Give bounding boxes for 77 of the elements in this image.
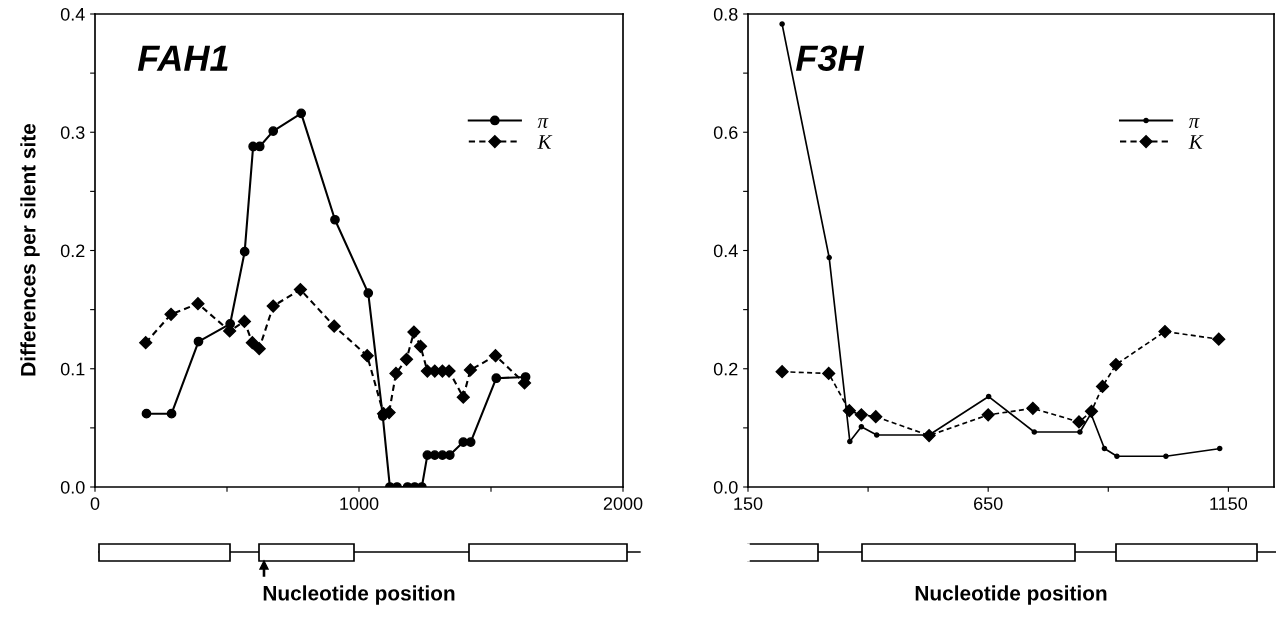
point [166,408,177,419]
point [1077,429,1083,435]
point [826,254,832,261]
point [413,339,428,353]
point [981,408,995,422]
y-tick-label: 0.2 [60,244,85,258]
point [842,404,856,418]
point [1031,429,1038,435]
point [327,319,341,333]
y-axis-title: Differences per silent site [20,123,40,376]
point [858,423,865,430]
x-tick-label: 650 [974,497,1003,510]
point [164,307,178,321]
y-tick-label: 0.1 [60,362,85,376]
point [463,363,477,377]
y-tick-label: 0.0 [60,480,85,494]
point [1109,358,1123,372]
point [1101,445,1108,452]
point [330,214,340,225]
y-tick-label: 0.2 [713,362,738,376]
point [407,325,421,339]
point [193,336,204,347]
point [239,246,250,257]
point [1114,453,1120,460]
point [363,288,374,298]
point [1072,415,1086,429]
point [847,438,853,445]
y-tick-label: 0.3 [60,126,85,139]
y-tick-label: 0.8 [713,7,738,21]
point [985,393,992,400]
point [1095,379,1110,394]
point [854,408,868,422]
point [245,336,259,350]
legend-label: π [537,118,549,128]
point [488,349,503,363]
point [360,349,374,363]
point [1158,324,1172,339]
point [268,126,279,136]
point [456,390,470,404]
point [1212,332,1226,346]
point [775,365,789,379]
x-tick-label: 1150 [1210,497,1248,510]
text: FAH1 [137,45,228,71]
y-tick-label: 0.4 [60,7,85,21]
point [237,314,252,329]
legend-label: K [537,135,553,149]
legend-label: π [1188,118,1200,128]
point [922,428,936,443]
x-axis-title: Nucleotide position [263,585,455,605]
point [1216,445,1223,452]
point [869,410,883,424]
point [266,299,280,313]
point [191,297,205,311]
y-tick-label: 0.0 [713,480,738,494]
y-tick-label: 0.4 [713,244,738,258]
x-axis-title: Nucleotide position [915,585,1107,605]
x-tick-label: 150 [734,497,763,510]
point [1084,404,1099,418]
point [293,282,307,297]
x-tick-label: 2000 [603,497,643,510]
point [1163,453,1169,460]
point [873,432,880,438]
x-tick-label: 0 [90,497,100,510]
point [252,342,266,356]
text: F3H [795,45,865,71]
point [139,336,153,350]
point [491,373,502,384]
legend-label: K [1188,135,1204,149]
x-tick-label: 1000 [340,497,379,510]
point [296,108,307,119]
point [779,21,785,27]
point [141,408,152,419]
y-tick-label: 0.6 [713,126,738,139]
point [822,366,836,381]
point [1026,401,1040,415]
point [399,352,414,366]
point [389,366,403,381]
